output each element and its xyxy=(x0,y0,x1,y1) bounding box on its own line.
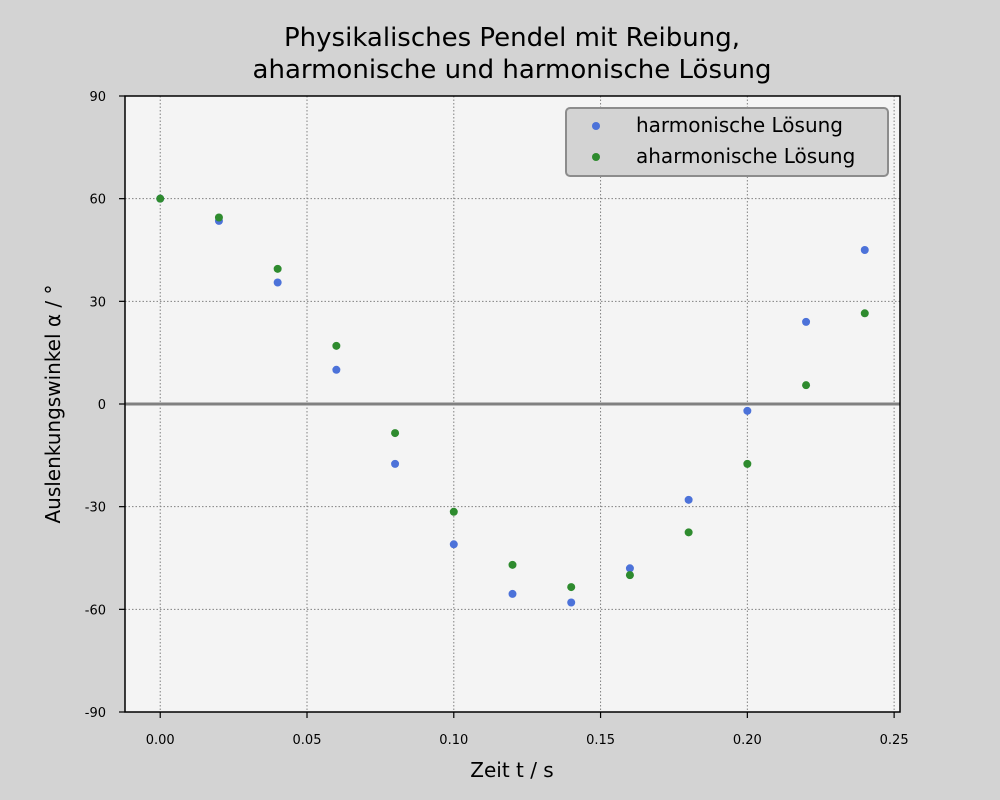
x-tick-label: 0.25 xyxy=(880,733,909,748)
y-tick-label: 0 xyxy=(98,398,106,413)
x-axis-label: Zeit t / s xyxy=(470,758,553,782)
data-point-harmonic xyxy=(860,246,869,254)
data-point-anharmonic xyxy=(214,213,223,222)
data-point-harmonic xyxy=(567,598,576,607)
data-point-harmonic xyxy=(273,278,282,287)
y-tick-label: 30 xyxy=(89,295,106,310)
axis-ticks: 0.00 0.05 0.10 0.15 0.20 0.25 -90 -60 -30 0 30 60 90 xyxy=(85,90,909,748)
data-point-harmonic xyxy=(802,317,811,326)
data-point-harmonic xyxy=(332,365,341,374)
x-tick-label: 0.15 xyxy=(586,733,615,748)
y-tick-label: -90 xyxy=(85,706,106,721)
legend-marker-harmonic xyxy=(592,122,600,130)
data-point-harmonic xyxy=(684,495,693,504)
x-tick-label: 0.20 xyxy=(733,733,762,748)
data-point-anharmonic xyxy=(743,459,752,468)
y-tick-label: -30 xyxy=(85,501,106,516)
legend-box xyxy=(565,107,889,177)
y-axis-label: Auslenkungswinkel α / ° xyxy=(41,284,65,523)
legend-label-anharmonic: aharmonische Lösung xyxy=(636,144,855,168)
legend-label-harmonic: harmonische Lösung xyxy=(636,113,843,137)
data-point-anharmonic xyxy=(802,381,811,390)
x-tick-label: 0.10 xyxy=(439,733,468,748)
legend-marker-anharmonic xyxy=(592,153,600,161)
y-tick-label: 90 xyxy=(89,90,106,105)
data-point-harmonic xyxy=(743,406,752,415)
y-tick-label: -60 xyxy=(85,603,106,618)
y-tick-label: 60 xyxy=(89,193,106,208)
data-point-anharmonic xyxy=(391,429,400,438)
data-point-harmonic xyxy=(508,589,517,598)
data-point-harmonic xyxy=(625,564,634,573)
data-point-anharmonic xyxy=(156,194,165,203)
data-point-anharmonic xyxy=(332,341,341,350)
data-point-anharmonic xyxy=(273,264,282,273)
chart-title-line1: Physikalisches Pendel mit Reibung, xyxy=(284,23,740,53)
chart-title-line2: aharmonische und harmonische Lösung xyxy=(253,55,772,85)
data-point-anharmonic xyxy=(860,309,869,318)
data-point-harmonic xyxy=(391,459,400,468)
data-point-anharmonic xyxy=(684,528,693,537)
x-tick-label: 0.05 xyxy=(293,733,322,748)
data-point-harmonic xyxy=(449,540,458,549)
data-points xyxy=(156,194,869,607)
legend: harmonische Lösung aharmonische Lösung xyxy=(565,107,889,177)
data-point-anharmonic xyxy=(567,583,576,592)
data-point-anharmonic xyxy=(625,571,634,580)
x-tick-label: 0.00 xyxy=(146,733,175,748)
data-point-anharmonic xyxy=(508,560,517,569)
data-point-anharmonic xyxy=(449,507,458,516)
